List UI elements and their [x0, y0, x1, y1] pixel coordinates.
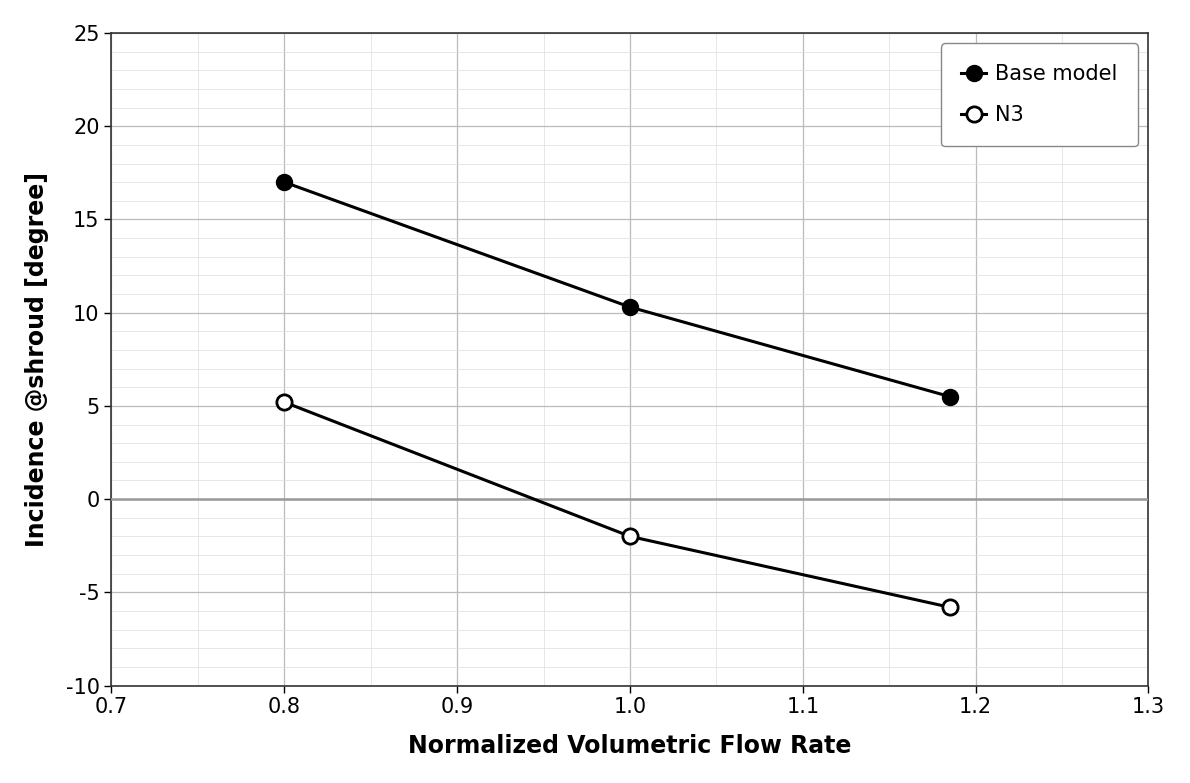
Base model — [277, 178, 292, 187]
Line: N3: N3 — [276, 395, 957, 615]
Legend: Base model, N3: Base model, N3 — [940, 43, 1138, 146]
N3 — [622, 532, 637, 541]
N3 — [942, 603, 957, 612]
Base model — [622, 302, 637, 312]
Line: Base model: Base model — [276, 175, 957, 404]
N3 — [277, 398, 292, 407]
X-axis label: Normalized Volumetric Flow Rate: Normalized Volumetric Flow Rate — [408, 734, 852, 758]
Base model — [942, 392, 957, 401]
Y-axis label: Incidence @shroud [degree]: Incidence @shroud [degree] — [25, 171, 49, 547]
